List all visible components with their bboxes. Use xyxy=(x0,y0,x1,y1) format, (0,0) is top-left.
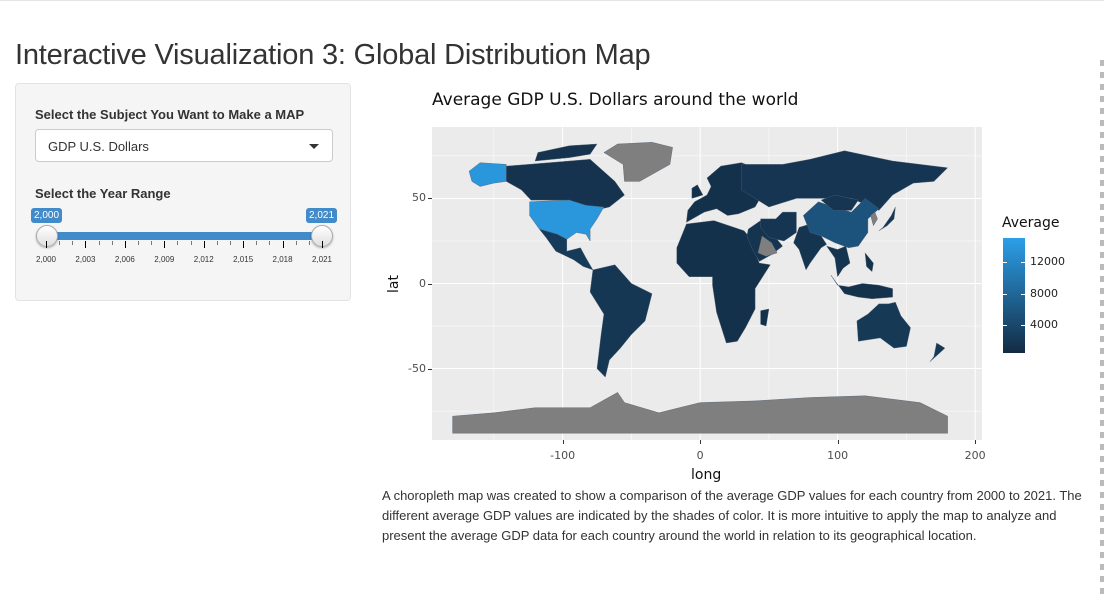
slider-minor-tick xyxy=(111,241,113,245)
region-alaska xyxy=(468,162,507,187)
x-axis-title: long xyxy=(691,467,722,483)
x-tick-label: 200 xyxy=(964,449,986,462)
slider-tick-label: 2,021 xyxy=(311,255,333,264)
region-philippines xyxy=(864,252,874,272)
slider-major-tick xyxy=(322,241,323,248)
slider-tick-label: 2,012 xyxy=(193,255,214,264)
chevron-down-icon xyxy=(309,144,319,149)
y-tick-label: 0 xyxy=(419,276,426,290)
legend-colorbar xyxy=(1003,238,1025,353)
y-axis-title: lat xyxy=(385,275,402,293)
region-mexico-central-america xyxy=(538,228,594,271)
slider-major-tick xyxy=(85,241,87,248)
slider-minor-tick xyxy=(72,241,74,245)
region-canada xyxy=(506,159,625,213)
x-tick-label: 100 xyxy=(827,449,849,462)
region-indonesia xyxy=(830,274,893,300)
year-range-label: Select the Year Range xyxy=(35,186,171,201)
slider-selected-range xyxy=(46,232,322,240)
slider-tick-label: 2,018 xyxy=(272,255,293,264)
slider-minor-tick xyxy=(151,241,153,245)
slider-major-tick xyxy=(282,241,284,248)
region-saudi-gulf-na- xyxy=(757,235,778,257)
subject-label: Select the Subject You Want to Make a MA… xyxy=(35,107,305,122)
slider-minor-tick xyxy=(138,241,139,245)
description-text: A choropleth map was created to show a c… xyxy=(382,488,1082,543)
slider-minor-tick xyxy=(190,241,192,245)
region-korea-japan xyxy=(870,211,878,227)
y-tick-mark xyxy=(428,283,432,285)
slider-minor-tick xyxy=(256,241,258,245)
x-tick-mark xyxy=(700,440,702,444)
region-russia xyxy=(741,150,949,211)
region-australia xyxy=(856,301,911,349)
map-panel xyxy=(432,127,982,440)
region-africa xyxy=(676,220,771,344)
region-mongolia xyxy=(820,194,859,211)
y-tick-mark xyxy=(428,368,432,370)
slider-major-tick xyxy=(243,241,245,248)
slider-minor-tick xyxy=(269,241,271,245)
x-tick-mark xyxy=(975,440,977,444)
y-tick-mark xyxy=(428,198,432,200)
region-antarctica xyxy=(452,392,948,434)
y-tick-label: 50 xyxy=(412,191,426,205)
slider-to-badge: 2,021 xyxy=(306,208,338,223)
region-iran-central-asia xyxy=(760,211,797,242)
top-border xyxy=(0,0,1104,1)
x-tick-mark xyxy=(837,440,839,444)
legend-tick-mark xyxy=(1003,293,1025,295)
slider-tick-label: 2,015 xyxy=(233,255,254,264)
sidebar-panel: Select the Subject You Want to Make a MA… xyxy=(15,83,351,301)
region-india xyxy=(793,223,827,271)
legend-tick-mark xyxy=(1003,261,1025,263)
slider-minor-tick xyxy=(230,241,231,245)
slider-tick-label: 2,009 xyxy=(154,255,175,264)
map-regions xyxy=(452,142,949,434)
scrollbar-edge[interactable] xyxy=(1100,60,1104,595)
slider-major-tick xyxy=(124,241,126,248)
slider-minor-tick xyxy=(177,241,179,245)
slider-minor-tick xyxy=(59,241,61,245)
slider-major-tick xyxy=(46,241,47,248)
slider-tick-label: 2,000 xyxy=(35,255,57,264)
subject-select-value: GDP U.S. Dollars xyxy=(48,139,149,154)
subject-select[interactable]: GDP U.S. Dollars xyxy=(35,129,333,162)
slider-tick-label: 2,006 xyxy=(114,255,135,264)
legend-tick-label: 8000 xyxy=(1030,286,1058,300)
region-south-america xyxy=(589,264,653,378)
slider-minor-tick xyxy=(295,241,297,245)
slider-major-tick xyxy=(164,241,166,248)
slider-major-tick xyxy=(203,241,205,248)
slider-from-handle[interactable] xyxy=(36,225,58,247)
x-tick-mark xyxy=(562,440,564,444)
region-new-zealand xyxy=(929,342,946,362)
region-southeast-asia xyxy=(826,245,851,278)
page-title: Interactive Visualization 3: Global Dist… xyxy=(15,39,651,71)
slider-minor-tick xyxy=(98,241,100,245)
legend-tick-label: 12000 xyxy=(1030,254,1065,268)
slider-tick-label: 2,003 xyxy=(75,255,96,264)
y-tick-label: -50 xyxy=(408,361,426,375)
slider-from-badge: 2,000 xyxy=(31,208,63,223)
chart-title: Average GDP U.S. Dollars around the worl… xyxy=(432,90,799,110)
region-japan xyxy=(878,206,896,231)
region-greenland xyxy=(603,142,673,182)
region-united-states xyxy=(529,199,605,242)
legend-title: Average xyxy=(1002,215,1060,231)
legend-tick-mark xyxy=(1003,325,1025,327)
x-tick-label: -100 xyxy=(550,449,576,462)
region-madagascar xyxy=(760,308,770,327)
slider-minor-tick xyxy=(216,241,218,245)
x-tick-label: 0 xyxy=(696,449,704,462)
slider-minor-tick xyxy=(308,241,310,245)
world-map xyxy=(432,127,982,440)
legend-tick-label: 4000 xyxy=(1030,318,1058,332)
region-canadian-arctic xyxy=(534,143,598,162)
region-united-kingdom xyxy=(691,184,704,199)
